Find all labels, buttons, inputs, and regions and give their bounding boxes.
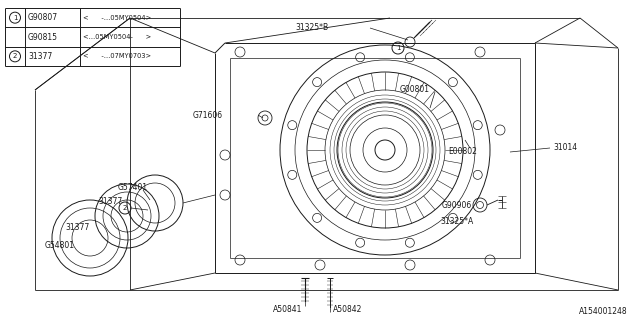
Text: G00801: G00801	[400, 85, 430, 94]
Text: G57401: G57401	[118, 183, 148, 193]
Text: A154001248: A154001248	[579, 308, 628, 316]
Text: G90906: G90906	[442, 201, 472, 210]
Text: 31325*B: 31325*B	[295, 23, 328, 33]
Text: 31377: 31377	[28, 52, 52, 61]
Text: 2: 2	[123, 205, 127, 211]
Text: <…05MY0504-      >: <…05MY0504- >	[83, 34, 151, 40]
Text: 31377: 31377	[98, 197, 122, 206]
Text: 31014: 31014	[553, 143, 577, 153]
Text: G90807: G90807	[28, 13, 58, 22]
Text: <      -…05MY0504>: < -…05MY0504>	[83, 15, 151, 21]
Text: A50842: A50842	[333, 306, 363, 315]
Text: G71606: G71606	[193, 110, 223, 119]
Text: 31325*A: 31325*A	[440, 218, 473, 227]
Text: 1: 1	[396, 45, 400, 51]
Text: 31377: 31377	[65, 223, 89, 233]
Text: G54801: G54801	[45, 241, 75, 250]
Text: <      -…07MY0703>: < -…07MY0703>	[83, 53, 151, 59]
Text: 1: 1	[13, 15, 17, 21]
Text: G90815: G90815	[28, 33, 58, 42]
Text: E00802: E00802	[448, 148, 477, 156]
Text: 2: 2	[13, 53, 17, 59]
Text: A50841: A50841	[273, 306, 303, 315]
